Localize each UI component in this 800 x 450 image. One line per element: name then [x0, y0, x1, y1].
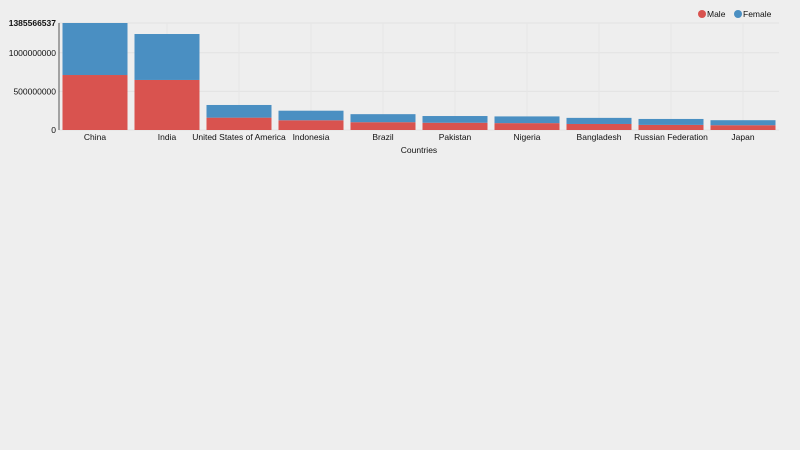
- bar-male-russian-federation[interactable]: [638, 124, 704, 130]
- x-tick-label: United States of America: [192, 132, 286, 142]
- bar-male-brazil[interactable]: [350, 122, 416, 130]
- x-tick-label: Pakistan: [439, 132, 472, 142]
- bar-female-japan[interactable]: [710, 120, 776, 126]
- bar-male-india[interactable]: [134, 79, 200, 130]
- legend-label: Female: [743, 9, 772, 19]
- bar-male-japan[interactable]: [710, 125, 776, 130]
- y-tick-label: 500000000: [13, 86, 56, 96]
- y-tick-label: 0: [51, 125, 56, 135]
- x-tick-label: India: [158, 132, 177, 142]
- bar-female-brazil[interactable]: [350, 114, 416, 123]
- bar-female-russian-federation[interactable]: [638, 118, 704, 125]
- legend-swatch: [734, 10, 742, 18]
- legend-item-male[interactable]: Male: [698, 9, 726, 19]
- legend-label: Male: [707, 9, 726, 19]
- bar-female-indonesia[interactable]: [278, 110, 344, 121]
- x-tick-label: China: [84, 132, 106, 142]
- bar-female-bangladesh[interactable]: [566, 117, 632, 124]
- y-tick-label: 1385566537: [9, 18, 57, 28]
- bar-male-indonesia[interactable]: [278, 120, 344, 130]
- bar-female-india[interactable]: [134, 34, 200, 80]
- bar-male-united-states-of-america[interactable]: [206, 117, 272, 130]
- bar-male-nigeria[interactable]: [494, 123, 560, 130]
- bar-female-united-states-of-america[interactable]: [206, 104, 272, 118]
- bar-female-china[interactable]: [62, 23, 128, 76]
- x-tick-label: Bangladesh: [577, 132, 622, 142]
- x-tick-label: Nigeria: [514, 132, 541, 142]
- bar-male-pakistan[interactable]: [422, 122, 488, 130]
- x-tick-label: Japan: [731, 132, 754, 142]
- bar-female-pakistan[interactable]: [422, 116, 488, 123]
- y-tick-label: 1000000000: [9, 48, 57, 58]
- x-tick-label: Indonesia: [293, 132, 330, 142]
- x-tick-label: Russian Federation: [634, 132, 708, 142]
- bar-male-bangladesh[interactable]: [566, 123, 632, 130]
- legend-swatch: [698, 10, 706, 18]
- bar-female-nigeria[interactable]: [494, 116, 560, 124]
- bar-male-china[interactable]: [62, 75, 128, 130]
- x-tick-label: Brazil: [372, 132, 393, 142]
- legend-item-female[interactable]: Female: [734, 9, 772, 19]
- x-axis-title: Countries: [401, 145, 437, 155]
